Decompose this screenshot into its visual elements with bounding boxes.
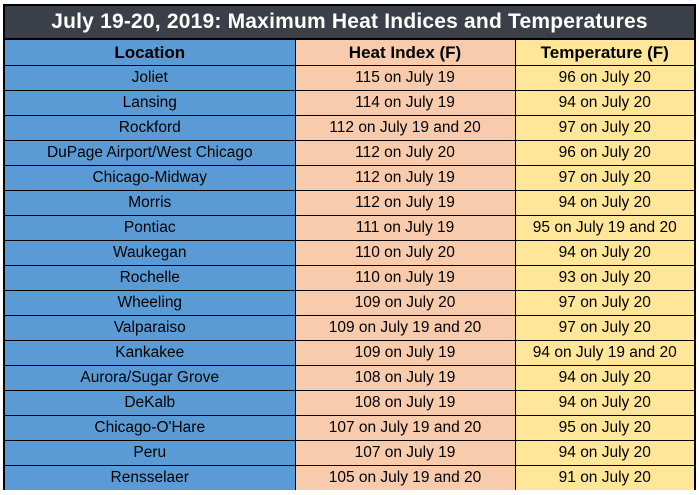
heat-index-cell: 112 on July 19 [294,190,516,216]
heat-index-cell: 112 on July 19 and 20 [294,115,516,141]
heat-index-cell: 108 on July 19 [294,365,516,391]
location-cell: DuPage Airport/West Chicago [5,140,296,166]
heat-table: Location Heat Index (F) Temperature (F) … [5,40,694,490]
table-row: Kankakee 109 on July 19 94 on July 19 and … [5,340,694,366]
location-cell: Kankakee [5,340,296,366]
table-row: Peru 107 on July 19 94 on July 20 [5,440,694,466]
location-cell: Chicago-O'Hare [5,415,296,441]
temperature-cell: 94 on July 20 [514,240,694,266]
heat-index-cell: 108 on July 19 [294,390,516,416]
temperature-cell: 95 on July 20 [514,415,694,441]
heat-index-cell: 112 on July 19 [294,165,516,191]
location-cell: Valparaiso [5,315,296,341]
temperature-cell: 97 on July 20 [514,115,694,141]
heat-index-cell: 107 on July 19 [294,440,516,466]
location-cell: Chicago-Midway [5,165,296,191]
temperature-cell: 93 on July 20 [514,265,694,291]
table-row: Waukegan 110 on July 20 94 on July 20 [5,240,694,266]
temperature-cell: 94 on July 20 [514,190,694,216]
table-row: DeKalb 108 on July 19 94 on July 20 [5,390,694,416]
temperature-cell: 91 on July 20 [514,465,694,490]
temperature-cell: 95 on July 19 and 20 [514,215,694,241]
table-row: Rensselaer 105 on July 19 and 20 91 on Jul… [5,465,694,490]
location-cell: Pontiac [5,215,296,241]
location-cell: Rensselaer [5,465,296,490]
temperature-cell: 94 on July 20 [514,365,694,391]
location-cell: Lansing [5,90,296,116]
heat-index-cell: 109 on July 20 [294,290,516,316]
heat-index-cell: 109 on July 19 and 20 [294,315,516,341]
heat-index-cell: 114 on July 19 [294,90,516,116]
table-row: Joliet 115 on July 19 96 on July 20 [5,65,694,91]
location-cell: Peru [5,440,296,466]
header-row: Location Heat Index (F) Temperature (F) [5,40,694,66]
header-heat-index: Heat Index (F) [294,40,516,66]
table-title: July 19-20, 2019: Maximum Heat Indices a… [5,6,694,40]
location-cell: DeKalb [5,390,296,416]
location-cell: Rochelle [5,265,296,291]
table-row: Morris 112 on July 19 94 on July 20 [5,190,694,216]
table-row: Aurora/Sugar Grove 108 on July 19 94 on Ju… [5,365,694,391]
heat-index-cell: 110 on July 20 [294,240,516,266]
temperature-cell: 94 on July 19 and 20 [514,340,694,366]
heat-index-cell: 112 on July 20 [294,140,516,166]
table-body: Joliet 115 on July 19 96 on July 20 Lansing… [5,65,694,490]
heat-index-cell: 105 on July 19 and 20 [294,465,516,490]
table-row: Chicago-O'Hare 107 on July 19 and 20 95 on… [5,415,694,441]
table-row: Lansing 114 on July 19 94 on July 20 [5,90,694,116]
location-cell: Wheeling [5,290,296,316]
temperature-cell: 96 on July 20 [514,65,694,91]
table-row: Chicago-Midway 112 on July 19 97 on July 2… [5,165,694,191]
heat-index-cell: 107 on July 19 and 20 [294,415,516,441]
location-cell: Morris [5,190,296,216]
temperature-cell: 96 on July 20 [514,140,694,166]
table-row: DuPage Airport/West Chicago 112 on July 2… [5,140,694,166]
temperature-cell: 94 on July 20 [514,440,694,466]
heat-index-cell: 109 on July 19 [294,340,516,366]
heat-index-cell: 115 on July 19 [294,65,516,91]
table-row: Pontiac 111 on July 19 95 on July 19 and 2… [5,215,694,241]
location-cell: Waukegan [5,240,296,266]
header-temperature: Temperature (F) [514,40,694,66]
temperature-cell: 97 on July 20 [514,290,694,316]
temperature-cell: 97 on July 20 [514,315,694,341]
table-row: Wheeling 109 on July 20 97 on July 20 [5,290,694,316]
table-row: Valparaiso 109 on July 19 and 20 97 on Jul… [5,315,694,341]
heat-table-container: July 19-20, 2019: Maximum Heat Indices a… [3,4,696,490]
temperature-cell: 94 on July 20 [514,90,694,116]
location-cell: Joliet [5,65,296,91]
table-row: Rockford 112 on July 19 and 20 97 on July … [5,115,694,141]
temperature-cell: 97 on July 20 [514,165,694,191]
header-location: Location [5,40,296,66]
heat-index-cell: 111 on July 19 [294,215,516,241]
location-cell: Aurora/Sugar Grove [5,365,296,391]
heat-index-cell: 110 on July 19 [294,265,516,291]
temperature-cell: 94 on July 20 [514,390,694,416]
table-row: Rochelle 110 on July 19 93 on July 20 [5,265,694,291]
location-cell: Rockford [5,115,296,141]
